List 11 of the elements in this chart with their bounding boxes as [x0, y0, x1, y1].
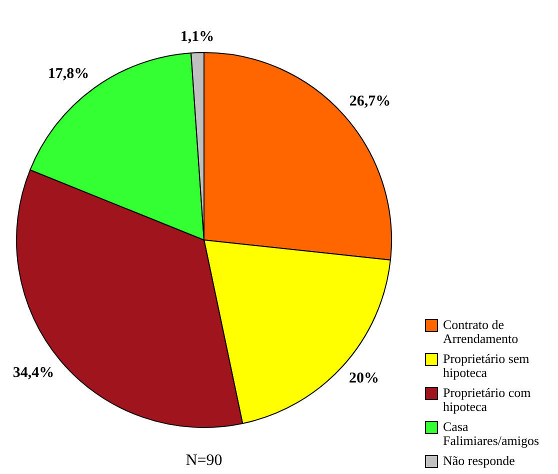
text: N=90: [184, 452, 224, 470]
legend-label: Não responde: [443, 453, 515, 468]
data-label: 17,8%: [48, 66, 90, 82]
legend-label: Proprietário com hipoteca: [443, 385, 532, 414]
data-label: 26,7%: [349, 94, 391, 110]
legend-label: Contrato de Arrendamento: [443, 317, 520, 346]
legend-label: Proprietário sem hipoteca: [443, 351, 530, 380]
legend-label: Casa Falimiares/amigos: [443, 419, 540, 448]
data-label: 34,4%: [12, 364, 54, 381]
data-label: 20%: [349, 370, 380, 386]
data-label: 1,1%: [180, 28, 214, 45]
